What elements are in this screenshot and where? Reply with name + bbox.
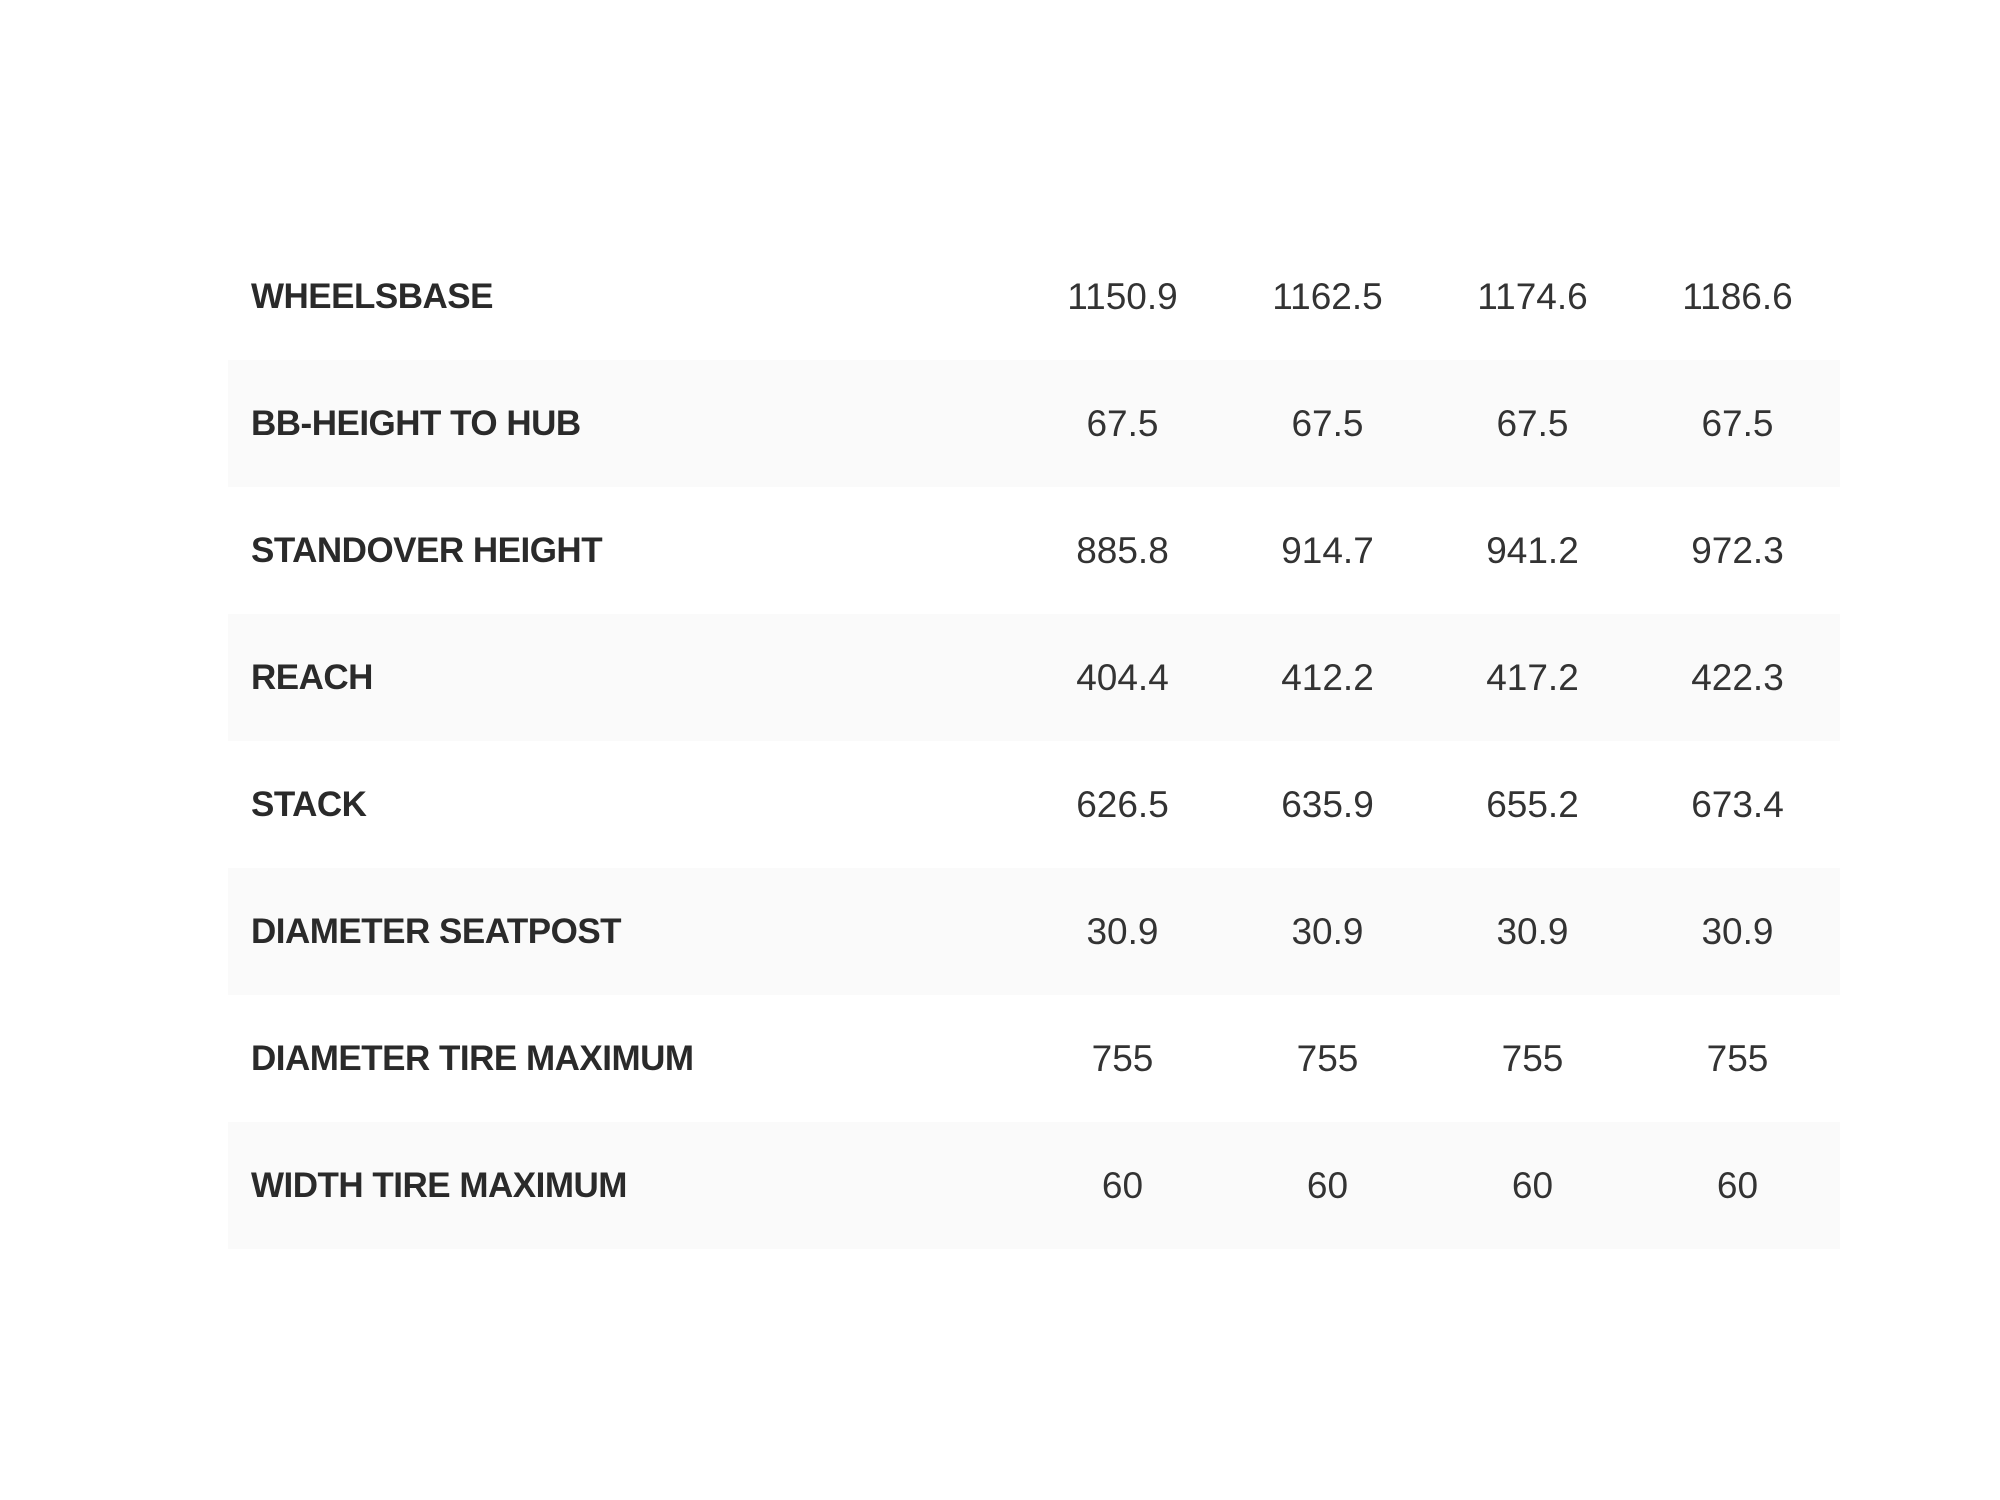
table-row-bb-height-to-hub: BB-HEIGHT TO HUB 67.5 67.5 67.5 67.5 (228, 360, 1840, 487)
row-value: 67.5 (1496, 402, 1569, 444)
row-value: 60 (1306, 1164, 1349, 1206)
row-value: 1186.6 (1682, 275, 1793, 317)
row-value: 67.5 (1291, 402, 1364, 444)
row-label: REACH (251, 657, 373, 697)
row-value: 1162.5 (1272, 275, 1383, 317)
row-value: 755 (1091, 1037, 1154, 1079)
table-row-width-tire-maximum: WIDTH TIRE MAXIMUM 60 60 60 60 (228, 1122, 1840, 1249)
row-value: 30.9 (1496, 910, 1569, 952)
row-label: DIAMETER TIRE MAXIMUM (251, 1038, 694, 1078)
table-row-diameter-tire-maximum: DIAMETER TIRE MAXIMUM 755 755 755 755 (228, 995, 1840, 1122)
row-label: BB-HEIGHT TO HUB (251, 403, 581, 443)
row-value: 417.2 (1486, 656, 1579, 698)
row-value: 635.9 (1281, 783, 1374, 825)
row-label: WHEELSBASE (251, 276, 493, 316)
row-value: 755 (1706, 1037, 1769, 1079)
row-value: 412.2 (1281, 656, 1374, 698)
row-value: 60 (1511, 1164, 1554, 1206)
row-value: 1174.6 (1477, 275, 1588, 317)
geometry-table-body: WHEELSBASE 1150.9 1162.5 1174.6 1186.6 B… (228, 233, 1840, 1249)
row-value: 404.4 (1076, 656, 1169, 698)
row-value: 67.5 (1086, 402, 1159, 444)
row-label: DIAMETER SEATPOST (251, 911, 622, 951)
row-value: 626.5 (1076, 783, 1169, 825)
row-value: 67.5 (1701, 402, 1774, 444)
row-value: 885.8 (1076, 529, 1169, 571)
row-value: 60 (1101, 1164, 1144, 1206)
row-label: STACK (251, 784, 367, 824)
row-value: 755 (1501, 1037, 1564, 1079)
row-value: 941.2 (1486, 529, 1579, 571)
geometry-table: WHEELSBASE 1150.9 1162.5 1174.6 1186.6 B… (228, 233, 1840, 1249)
row-label: STANDOVER HEIGHT (251, 530, 603, 570)
row-value: 30.9 (1291, 910, 1364, 952)
table-row-stack: STACK 626.5 635.9 655.2 673.4 (228, 741, 1840, 868)
row-value: 1150.9 (1067, 275, 1178, 317)
table-row-diameter-seatpost: DIAMETER SEATPOST 30.9 30.9 30.9 30.9 (228, 868, 1840, 995)
row-value: 30.9 (1086, 910, 1159, 952)
row-label: WIDTH TIRE MAXIMUM (251, 1165, 627, 1205)
table-row-standover-height: STANDOVER HEIGHT 885.8 914.7 941.2 972.3 (228, 487, 1840, 614)
row-value: 673.4 (1691, 783, 1784, 825)
row-value: 755 (1296, 1037, 1359, 1079)
row-value: 914.7 (1281, 529, 1374, 571)
row-value: 60 (1716, 1164, 1759, 1206)
table-row-reach: REACH 404.4 412.2 417.2 422.3 (228, 614, 1840, 741)
row-value: 655.2 (1486, 783, 1579, 825)
table-row-wheelsbase: WHEELSBASE 1150.9 1162.5 1174.6 1186.6 (228, 233, 1840, 360)
row-value: 422.3 (1691, 656, 1784, 698)
row-value: 972.3 (1691, 529, 1784, 571)
row-value: 30.9 (1701, 910, 1774, 952)
